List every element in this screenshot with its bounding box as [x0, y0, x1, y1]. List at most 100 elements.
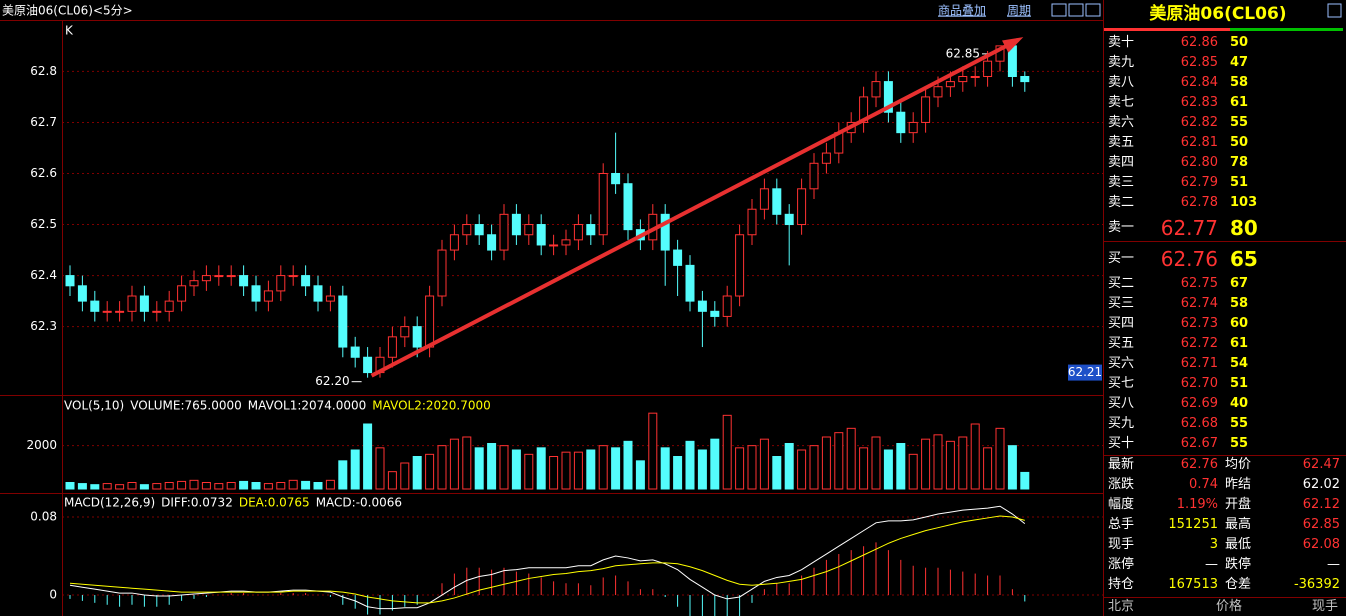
candle-body	[164, 300, 174, 312]
level-volume: 55	[1230, 436, 1249, 451]
annotation: 62.85	[946, 46, 980, 60]
level-price: 62.75	[1180, 276, 1218, 291]
volume-bar	[263, 483, 273, 490]
trend-arrowhead	[1002, 37, 1024, 53]
candle-body	[462, 224, 472, 236]
candle-body	[524, 224, 534, 236]
volume-bar	[821, 436, 831, 490]
volume-bar	[933, 434, 943, 490]
volume-bar	[226, 482, 236, 490]
candle-body	[139, 295, 149, 312]
volume-bar	[325, 479, 335, 490]
candle-body	[226, 275, 236, 278]
candle-body	[921, 96, 931, 123]
level-price: 62.85	[1180, 55, 1218, 70]
stat-value: 167513	[1168, 577, 1218, 592]
nav-left[interactable]	[1051, 3, 1067, 17]
level-volume: 51	[1230, 376, 1249, 391]
level-price: 62.86	[1180, 35, 1218, 50]
stat-label: 跌停	[1225, 557, 1252, 572]
candle-body	[437, 249, 447, 297]
level-label: 买六	[1108, 356, 1135, 371]
volume-bar	[524, 453, 534, 490]
candle-body	[350, 346, 360, 358]
candle-body	[871, 81, 881, 98]
level-price: 62.69	[1180, 396, 1218, 411]
candle-body	[784, 213, 794, 226]
candle-body	[313, 285, 323, 302]
stat-value: —	[1205, 557, 1218, 572]
volume-bar	[425, 453, 435, 490]
stat-label: 开盘	[1225, 497, 1252, 512]
stat-value: 151251	[1168, 517, 1218, 532]
volume-bar	[697, 449, 707, 490]
volume-bar	[474, 447, 484, 490]
volume-bar	[859, 447, 869, 490]
stat-value: 62.85	[1302, 517, 1340, 532]
y-tick-label: 62.6	[30, 166, 57, 180]
volume-bar	[759, 438, 769, 490]
nav-zoom[interactable]	[1085, 3, 1101, 17]
period-button[interactable]: 周期	[1007, 4, 1031, 18]
candle-body	[809, 162, 819, 190]
volume-bar	[511, 449, 521, 490]
candle-body	[710, 310, 720, 317]
level-label: 买七	[1108, 376, 1135, 391]
candle-body	[189, 280, 199, 287]
indicator-label: VOL(5,10)	[64, 399, 124, 413]
volume-bar	[635, 460, 645, 490]
ask-bar	[1104, 28, 1230, 31]
volume-bar	[772, 456, 782, 490]
candle-body	[239, 275, 249, 287]
candle-body	[896, 111, 906, 134]
volume-bar	[722, 414, 732, 490]
volume-bar	[809, 445, 819, 490]
volume-bar	[499, 445, 509, 490]
panel-button[interactable]	[1327, 3, 1342, 18]
overlay-button[interactable]: 商品叠加	[938, 3, 986, 18]
candle-body	[276, 275, 286, 292]
level-volume: 103	[1230, 195, 1258, 210]
level-price: 62.71	[1180, 356, 1218, 371]
candle-body	[945, 81, 955, 88]
volume-bar	[239, 480, 249, 490]
volume-bar	[921, 438, 931, 490]
level-label: 卖二	[1108, 195, 1135, 210]
annotation: 62.20	[315, 374, 349, 388]
volume-bar	[536, 447, 546, 490]
footer-label: 北京	[1108, 599, 1135, 614]
level-price: 62.67	[1180, 436, 1218, 451]
level-label: 买二	[1108, 276, 1135, 291]
stat-label: 幅度	[1108, 497, 1135, 512]
level-price: 62.83	[1180, 95, 1218, 110]
candle-body	[735, 234, 745, 297]
volume-bar	[90, 484, 100, 490]
stat-value: 0.74	[1189, 477, 1218, 492]
candle-body	[387, 336, 397, 358]
candle-body	[499, 213, 509, 251]
candle-body	[127, 295, 137, 312]
stat-label: 持仓	[1108, 577, 1135, 592]
level-volume: 55	[1230, 416, 1249, 431]
volume-bar	[623, 440, 633, 490]
volume-bar	[1007, 445, 1017, 490]
nav-right[interactable]	[1068, 3, 1084, 17]
volume-bar	[164, 482, 174, 490]
price-tag	[1068, 364, 1102, 381]
candle-body	[288, 275, 298, 278]
stat-value: 62.08	[1302, 537, 1340, 552]
volume-bar	[301, 480, 311, 490]
candle-body	[586, 224, 596, 236]
level-label: 买四	[1108, 316, 1135, 331]
volume-bar	[846, 427, 856, 490]
level-price: 62.73	[1180, 316, 1218, 331]
candle-body	[363, 356, 373, 374]
stat-value: -36392	[1293, 577, 1340, 592]
level-label: 卖一	[1108, 220, 1135, 235]
candle-body	[511, 213, 521, 236]
stat-label: 最新	[1108, 457, 1135, 472]
candle-body	[859, 96, 869, 123]
volume-bar	[412, 456, 422, 490]
candle-body	[759, 188, 769, 210]
footer-label: 价格	[1216, 599, 1243, 614]
